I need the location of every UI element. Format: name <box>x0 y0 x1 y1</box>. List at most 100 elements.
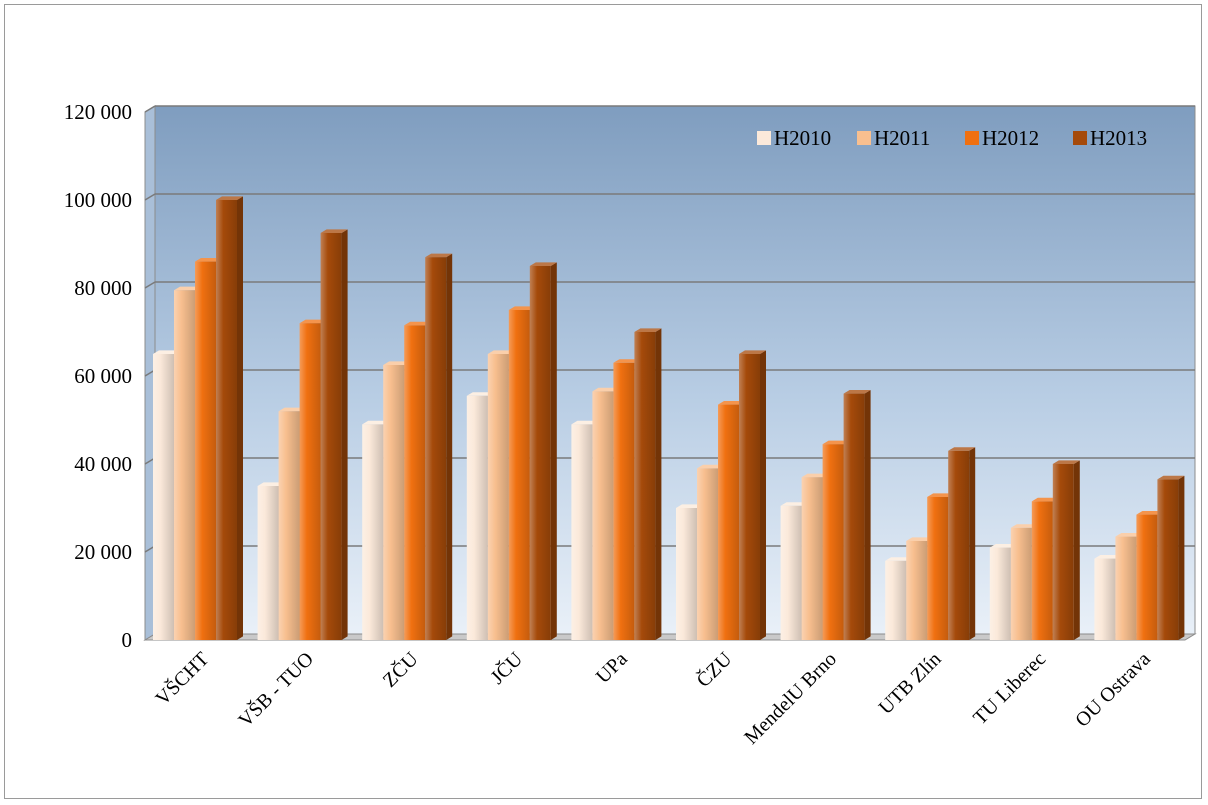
chart-frame: 0 20 000 40 000 60 000 80 000 100 000 120 000 … <box>4 4 1202 799</box>
bar-top <box>801 473 829 478</box>
bar-top <box>906 537 934 541</box>
bar-top <box>299 319 327 324</box>
x-tick-label: VŠCHT <box>150 647 213 710</box>
bar-top <box>1031 497 1059 502</box>
bar-top <box>1136 511 1164 515</box>
legend-label: H2013 <box>1090 126 1147 150</box>
y-tick-label: 20 000 <box>74 540 132 564</box>
bar-side <box>550 262 557 640</box>
gridline-side <box>144 105 156 113</box>
bar-top <box>529 262 557 266</box>
bar-front <box>404 325 426 640</box>
y-tick-label: 0 <box>122 628 133 652</box>
legend-swatch <box>965 131 979 145</box>
bar-top <box>822 440 850 445</box>
bar-top <box>174 286 201 291</box>
bar-top <box>718 401 745 405</box>
bar-front <box>906 541 928 640</box>
bar-side <box>864 390 871 640</box>
y-tick-label: 60 000 <box>74 364 132 388</box>
bar-front <box>529 266 551 640</box>
bar-front <box>299 323 321 640</box>
bar-side <box>655 328 662 640</box>
bar-front <box>320 233 342 640</box>
bar-side <box>237 196 243 640</box>
bar-front <box>718 404 739 640</box>
bar-top <box>592 387 620 392</box>
bar <box>216 196 243 640</box>
bar-side <box>1073 460 1080 640</box>
bar-front <box>571 424 593 640</box>
x-axis-category-labels: VŠCHT VŠB - TUO ZČU JČU UPa ČZU MendelU Brno UT… <box>150 646 1155 749</box>
bar-front <box>1136 514 1158 640</box>
bar-top <box>153 350 180 354</box>
bar-front <box>1094 558 1116 640</box>
bar-front <box>1031 501 1053 640</box>
y-tick-label: 80 000 <box>74 276 132 300</box>
bar-top <box>487 350 515 354</box>
bar-front <box>362 424 384 640</box>
x-tick-label: UPa <box>592 648 632 688</box>
bar-front <box>1052 464 1074 640</box>
bar-front <box>278 411 300 640</box>
bar-top <box>697 464 724 469</box>
bar-front <box>801 477 823 640</box>
bar-top <box>257 482 285 486</box>
bar-front <box>174 290 195 640</box>
bar-top <box>885 557 913 561</box>
bar-front <box>487 354 509 640</box>
legend-label: H2010 <box>774 126 831 150</box>
bar-front <box>466 395 488 640</box>
bar-front <box>697 468 718 640</box>
legend-label: H2011 <box>874 126 930 150</box>
bar <box>739 350 766 640</box>
bar-front <box>383 365 405 640</box>
bar-top <box>1157 475 1185 480</box>
x-tick-label: UTB Zlín <box>875 648 946 719</box>
bar-front <box>425 257 447 640</box>
bar <box>948 447 976 640</box>
y-tick-label: 120 000 <box>64 100 132 124</box>
legend-swatch <box>757 131 771 145</box>
legend-swatch <box>857 131 871 145</box>
x-tick-label: TU Liberec <box>969 648 1050 729</box>
bar-front <box>1115 536 1137 640</box>
bar-front <box>1010 527 1032 640</box>
bar-front <box>508 310 530 640</box>
bar-front <box>822 444 844 640</box>
bar-front <box>613 362 635 640</box>
bar-side <box>446 253 453 640</box>
bar-front <box>592 391 614 640</box>
bar-top <box>425 253 453 258</box>
bar-top <box>1052 460 1080 464</box>
bar-top <box>508 306 536 310</box>
bar-top <box>383 361 411 365</box>
bar-front <box>634 332 656 640</box>
bar-front <box>885 560 907 640</box>
y-tick-label: 100 000 <box>64 188 132 212</box>
bar-front <box>780 505 802 640</box>
x-tick-label: OU Ostrava <box>1071 648 1155 732</box>
x-tick-label: VŠB - TUO <box>233 647 318 732</box>
bar-front <box>195 261 216 640</box>
bar <box>634 328 662 640</box>
bar-front <box>153 354 174 640</box>
gridline-side <box>144 193 156 201</box>
bar <box>425 253 453 640</box>
bar-front <box>216 200 237 640</box>
bar-top <box>195 258 222 262</box>
bar-front <box>739 354 760 640</box>
bar-top <box>843 390 871 394</box>
bar <box>1157 475 1185 640</box>
bar <box>529 262 557 640</box>
bars <box>153 196 1185 640</box>
x-tick-label: MendelU Brno <box>740 648 841 749</box>
bar-top <box>948 447 976 451</box>
bar-top <box>320 229 348 233</box>
bar-side <box>341 229 348 640</box>
bar-front <box>948 450 970 640</box>
bar-top <box>216 196 243 200</box>
bar-top <box>780 502 808 506</box>
bar <box>1052 460 1080 640</box>
